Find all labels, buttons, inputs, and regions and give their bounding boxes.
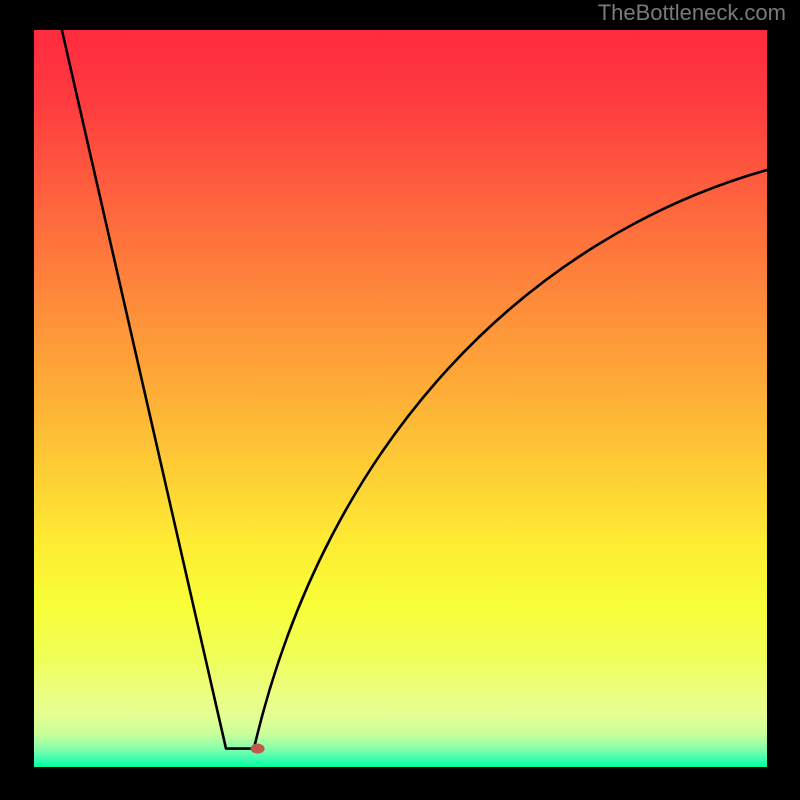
bottleneck-curve [62,30,767,749]
curve-layer [34,30,767,767]
chart-frame: TheBottleneck.com [0,0,800,800]
watermark-text: TheBottleneck.com [598,0,786,26]
valley-marker-icon [251,744,265,754]
